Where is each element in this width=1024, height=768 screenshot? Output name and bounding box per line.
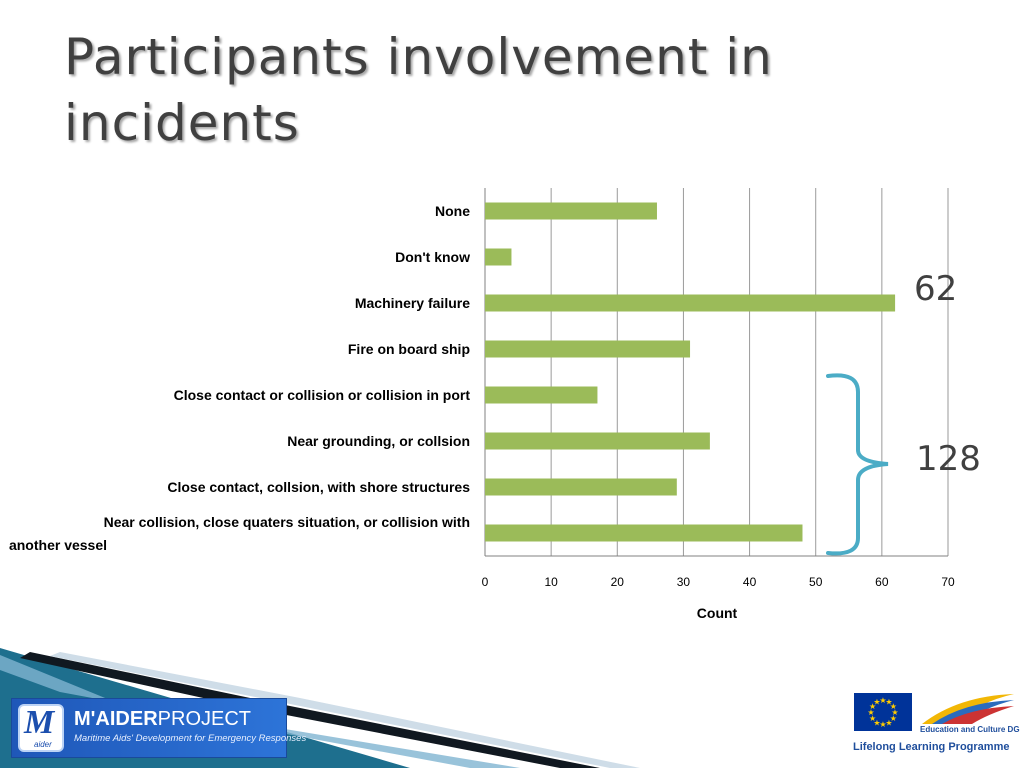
x-tick-label: 0: [482, 575, 489, 589]
category-label: Close contact or collision or collision …: [174, 387, 471, 403]
svg-text:★: ★: [867, 708, 874, 717]
slide-title: Participants involvement in incidents: [64, 28, 773, 152]
bar: [485, 340, 691, 358]
education-culture-logo: [922, 694, 1014, 724]
svg-text:★: ★: [890, 714, 897, 723]
x-tick-label: 30: [677, 575, 691, 589]
x-tick-label: 60: [875, 575, 889, 589]
svg-text:★: ★: [890, 702, 897, 711]
bar: [485, 248, 512, 266]
x-tick-label: 40: [743, 575, 757, 589]
maider-project-logo: M aider M'AIDERPROJECT Maritime Aids' De…: [12, 699, 306, 757]
annotation-bracket-sum: 128: [916, 439, 981, 479]
category-labels: None Don't know Machinery failure Fire on b…: [9, 203, 470, 553]
maider-name-rest: PROJECT: [157, 708, 251, 730]
category-label: Near grounding, or collsion: [287, 433, 470, 449]
maider-project-name: M'AIDERPROJECT: [74, 708, 251, 731]
eu-flag-icon: ★ ★ ★ ★ ★ ★ ★ ★ ★ ★ ★ ★: [854, 693, 912, 731]
annotation-machinery-value: 62: [914, 269, 957, 309]
tick-labels: 0 10 20 30 40 50 60 70: [482, 575, 955, 589]
svg-text:★: ★: [873, 718, 880, 727]
gridlines: [484, 188, 949, 557]
svg-text:★: ★: [885, 718, 892, 727]
category-label: Machinery failure: [355, 295, 470, 311]
category-label: None: [435, 203, 470, 219]
bar: [485, 432, 710, 450]
bar: [485, 294, 896, 312]
x-tick-label: 10: [544, 575, 558, 589]
maider-tagline: Maritime Aids' Development for Emergency…: [74, 733, 307, 744]
lifelong-learning-label: Lifelong Learning Programme: [853, 741, 1010, 753]
emblem-letter: M: [24, 704, 55, 741]
bar: [485, 478, 677, 496]
x-tick-label: 70: [941, 575, 955, 589]
category-label: Don't know: [395, 249, 470, 265]
emblem-subtext: aider: [34, 740, 52, 749]
category-label: Fire on board ship: [348, 341, 470, 357]
svg-text:★: ★: [885, 698, 892, 707]
x-tick-label: 50: [809, 575, 823, 589]
maider-name-bold: M'AIDER: [74, 708, 158, 730]
bars: [485, 202, 896, 542]
x-axis-title: Count: [697, 605, 738, 621]
education-culture-label: Education and Culture DG: [920, 725, 1020, 734]
x-tick-label: 20: [611, 575, 625, 589]
svg-text:★: ★: [869, 702, 876, 711]
curly-brace-bracket: [826, 373, 889, 556]
svg-text:★: ★: [879, 696, 886, 705]
category-label: Near collision, close quaters situation,…: [9, 514, 470, 553]
bar: [485, 386, 598, 404]
bar: [485, 524, 803, 542]
svg-text:★: ★: [873, 698, 880, 707]
bar: [485, 202, 657, 220]
svg-text:★: ★: [879, 720, 886, 729]
svg-text:★: ★: [891, 708, 898, 717]
svg-text:★: ★: [869, 714, 876, 723]
maider-emblem-icon: M aider: [18, 704, 64, 752]
category-label: Close contact, collsion, with shore stru…: [167, 479, 470, 495]
